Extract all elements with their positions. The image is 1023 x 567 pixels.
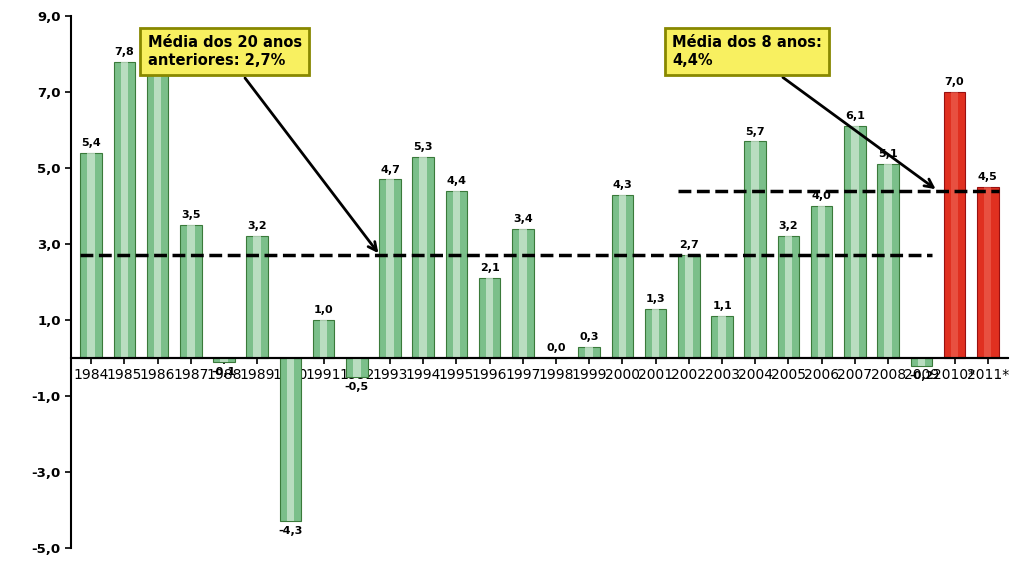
Bar [685,255,693,358]
Text: 2,1: 2,1 [480,263,499,273]
Text: 4,4: 4,4 [446,176,466,186]
Bar [247,236,268,358]
Bar [479,278,500,358]
Bar [884,164,892,358]
Bar [446,191,468,358]
Text: -4,3: -4,3 [278,526,303,536]
Text: 3,4: 3,4 [513,214,533,224]
Bar [811,206,833,358]
Text: 3,2: 3,2 [779,222,798,231]
Text: 5,4: 5,4 [81,138,101,148]
Bar [486,278,493,358]
Bar [87,153,95,358]
Bar [180,225,202,358]
Bar [785,236,792,358]
Bar [380,179,401,358]
Text: 6,1: 6,1 [845,111,864,121]
Bar [519,229,527,358]
Text: 5,7: 5,7 [746,126,765,137]
Bar [353,358,360,377]
Bar [578,346,601,358]
Bar [146,73,169,358]
Text: Média dos 20 anos
anteriores: 2,7%: Média dos 20 anos anteriores: 2,7% [147,35,376,251]
Bar [918,358,925,366]
Text: 0,3: 0,3 [579,332,599,342]
Bar [513,229,534,358]
Bar [619,194,626,358]
Text: 3,5: 3,5 [181,210,201,220]
Bar [678,255,700,358]
Text: 2,7: 2,7 [679,240,699,251]
Text: 3,2: 3,2 [248,222,267,231]
Bar [644,308,666,358]
Bar [121,62,128,358]
Text: 5,1: 5,1 [879,149,898,159]
Bar [254,236,261,358]
Text: 4,7: 4,7 [381,164,400,175]
Bar [114,62,135,358]
Text: 7,0: 7,0 [944,77,965,87]
Bar [213,358,234,362]
Bar [81,153,102,358]
Text: 7,8: 7,8 [115,46,134,57]
Text: 5,3: 5,3 [413,142,433,152]
Text: -0,2: -0,2 [909,370,933,380]
Text: 1,0: 1,0 [314,305,333,315]
Bar [844,126,865,358]
Text: 4,3: 4,3 [613,180,632,190]
Bar [452,191,460,358]
Bar [187,225,194,358]
Bar [612,194,633,358]
Text: 1,1: 1,1 [712,301,731,311]
Bar [984,187,991,358]
Text: -0,1: -0,1 [212,367,236,376]
Bar [346,358,367,377]
Bar [851,126,858,358]
Text: 4,0: 4,0 [812,191,832,201]
Bar [286,358,295,521]
Text: 0,0: 0,0 [546,343,566,353]
Bar [943,92,966,358]
Text: -0,5: -0,5 [345,382,369,392]
Text: 7,5: 7,5 [147,58,168,68]
Bar [419,156,427,358]
Bar [718,316,726,358]
Bar [313,320,335,358]
Bar [950,92,959,358]
Bar [220,358,228,362]
Bar [279,358,301,521]
Bar [777,236,799,358]
Bar [910,358,932,366]
Bar [878,164,899,358]
Bar [977,187,998,358]
Bar [818,206,826,358]
Text: 1,3: 1,3 [646,294,666,304]
Bar [752,141,759,358]
Bar [320,320,327,358]
Bar [585,346,593,358]
Bar [412,156,434,358]
Bar [387,179,394,358]
Bar [652,308,660,358]
Bar [745,141,766,358]
Text: 4,5: 4,5 [978,172,997,182]
Bar [153,73,162,358]
Bar [711,316,732,358]
Text: Média dos 8 anos:
4,4%: Média dos 8 anos: 4,4% [672,35,933,187]
